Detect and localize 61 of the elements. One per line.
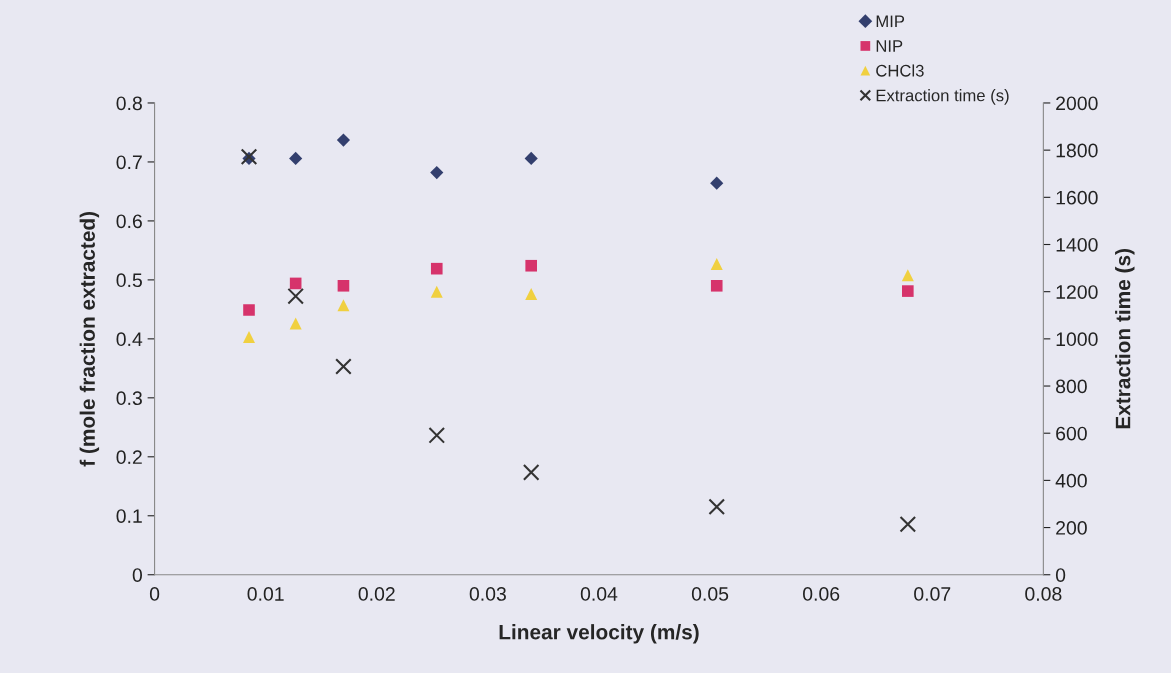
y2-tick-label: 1800 — [1056, 143, 1098, 158]
point — [428, 427, 446, 444]
legend-label: Extraction time (s) — [876, 89, 1009, 105]
legend-label: NIP — [876, 40, 903, 52]
y-tick-label: 0.3 — [116, 391, 142, 406]
y2-tick-label: 400 — [1055, 473, 1087, 488]
point — [710, 176, 724, 190]
point — [522, 464, 540, 481]
x-tick-label: 0.05 — [691, 587, 729, 601]
y-tick-label: 0.6 — [116, 214, 142, 229]
point — [287, 287, 304, 305]
y2-tick-label: 0 — [1055, 568, 1066, 582]
point — [430, 285, 443, 298]
y-tick-label: 0.5 — [116, 273, 142, 288]
x-tick-label: 0.06 — [803, 587, 840, 601]
y2-tick-label: 200 — [1056, 521, 1087, 535]
y2-axis-title: Extraction time (s) — [1115, 249, 1135, 429]
point — [710, 279, 723, 292]
point — [243, 304, 255, 316]
point — [337, 279, 350, 292]
y2-tick-label: 1400 — [1056, 237, 1098, 252]
y-tick-label: 0.2 — [116, 450, 142, 465]
point — [289, 317, 302, 330]
x-tick-label: 0.07 — [914, 587, 951, 601]
point — [335, 358, 352, 375]
x-axis-title: Linear velocity (m/s) — [499, 624, 699, 644]
point — [901, 269, 914, 282]
x-tick-label: 0 — [149, 587, 160, 601]
y-axis-title: f (mole fraction extracted) — [79, 211, 100, 467]
y-tick-label: 0.1 — [116, 509, 142, 524]
point — [289, 151, 303, 165]
point — [336, 133, 351, 147]
y2-tick-label: 600 — [1056, 426, 1087, 441]
point — [708, 498, 726, 516]
x-tick-label: 0.08 — [1025, 587, 1062, 601]
point — [524, 151, 538, 165]
point — [899, 515, 917, 533]
y2-tick-label: 2000 — [1056, 96, 1098, 111]
y-tick-label: 0.7 — [116, 155, 142, 170]
point — [430, 165, 444, 180]
y2-tick-label: 1600 — [1056, 190, 1098, 205]
point — [337, 299, 350, 312]
point — [430, 262, 443, 275]
y2-tick-label: 1200 — [1056, 285, 1098, 299]
point — [525, 259, 538, 272]
legend-label: MIP — [876, 15, 905, 28]
x-tick-label: 0.01 — [247, 587, 284, 601]
point — [242, 331, 256, 344]
y2-tick-label: 800 — [1056, 379, 1087, 394]
y-tick-label: 0.4 — [116, 332, 143, 347]
y-tick-label: 0.8 — [116, 96, 142, 111]
legend-label: CHCl3 — [876, 64, 924, 77]
x-tick-label: 0.02 — [358, 587, 395, 601]
point — [525, 288, 538, 301]
point — [710, 257, 723, 270]
y-tick-label: 0 — [132, 568, 143, 582]
point — [902, 285, 914, 297]
x-tick-label: 0.04 — [580, 587, 618, 601]
y2-tick-label: 1000 — [1056, 332, 1098, 347]
point — [289, 277, 302, 290]
x-tick-label: 0.03 — [469, 587, 506, 601]
